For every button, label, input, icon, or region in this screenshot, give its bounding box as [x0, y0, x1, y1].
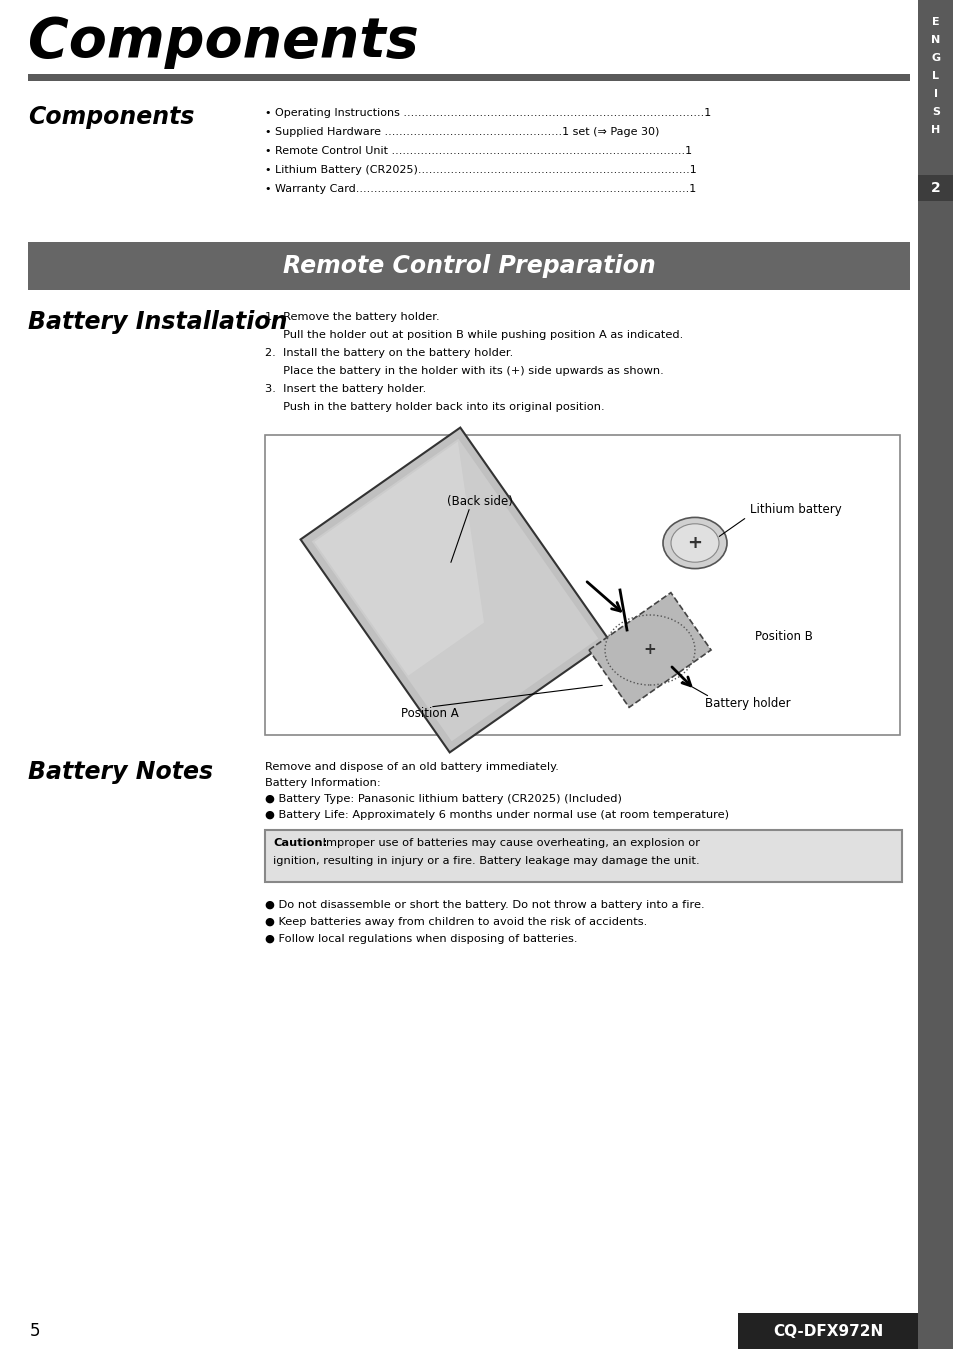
Text: Battery Information:: Battery Information: [265, 778, 380, 788]
Text: Battery Notes: Battery Notes [28, 759, 213, 784]
Text: G: G [930, 53, 940, 63]
Text: ● Keep batteries away from children to avoid the risk of accidents.: ● Keep batteries away from children to a… [265, 917, 646, 927]
FancyBboxPatch shape [738, 1313, 917, 1349]
Text: H: H [930, 125, 940, 135]
Text: • Remote Control Unit ..........................................................: • Remote Control Unit ..................… [265, 146, 691, 156]
Text: Remove and dispose of an old battery immediately.: Remove and dispose of an old battery imm… [265, 762, 558, 772]
Text: Battery holder: Battery holder [704, 697, 790, 710]
Text: Position A: Position A [400, 707, 458, 720]
FancyBboxPatch shape [917, 175, 953, 201]
Text: Lithium battery: Lithium battery [749, 503, 841, 517]
FancyBboxPatch shape [917, 0, 953, 1349]
Polygon shape [300, 428, 609, 753]
Text: Battery Installation: Battery Installation [28, 310, 287, 335]
Ellipse shape [670, 523, 719, 563]
Text: ● Battery Life: Approximately 6 months under normal use (at room temperature): ● Battery Life: Approximately 6 months u… [265, 809, 728, 820]
Text: 5: 5 [30, 1322, 40, 1340]
Text: ● Battery Type: Panasonic lithium battery (CR2025) (Included): ● Battery Type: Panasonic lithium batter… [265, 795, 621, 804]
Text: • Supplied Hardware .................................................1 set (⇒ Pa: • Supplied Hardware ....................… [265, 127, 659, 138]
Text: +: + [687, 534, 701, 552]
FancyBboxPatch shape [28, 241, 909, 290]
Text: Pull the holder out at position B while pushing position A as indicated.: Pull the holder out at position B while … [265, 331, 682, 340]
FancyBboxPatch shape [265, 830, 901, 882]
Polygon shape [314, 441, 483, 676]
Text: S: S [931, 107, 939, 117]
Text: Components: Components [28, 105, 194, 130]
Text: Remote Control Preparation: Remote Control Preparation [282, 254, 655, 278]
Text: • Operating Instructions .......................................................: • Operating Instructions ...............… [265, 108, 711, 117]
Text: Position B: Position B [754, 630, 812, 643]
Text: Components: Components [28, 15, 418, 69]
FancyBboxPatch shape [28, 74, 909, 81]
Text: ● Follow local regulations when disposing of batteries.: ● Follow local regulations when disposin… [265, 934, 577, 944]
Text: N: N [930, 35, 940, 45]
Text: ● Do not disassemble or short the battery. Do not throw a battery into a fire.: ● Do not disassemble or short the batter… [265, 900, 704, 911]
Text: • Lithium Battery (CR2025)......................................................: • Lithium Battery (CR2025)..............… [265, 165, 696, 175]
Text: 1.  Remove the battery holder.: 1. Remove the battery holder. [265, 312, 439, 322]
Text: Improper use of batteries may cause overheating, an explosion or: Improper use of batteries may cause over… [318, 838, 700, 849]
Text: Place the battery in the holder with its (+) side upwards as shown.: Place the battery in the holder with its… [265, 366, 663, 376]
Polygon shape [588, 592, 710, 707]
Ellipse shape [662, 518, 726, 568]
Text: E: E [931, 18, 939, 27]
Text: 3.  Insert the battery holder.: 3. Insert the battery holder. [265, 384, 426, 394]
FancyBboxPatch shape [265, 434, 899, 735]
Text: 2.  Install the battery on the battery holder.: 2. Install the battery on the battery ho… [265, 348, 513, 357]
Text: • Warranty Card.................................................................: • Warranty Card.........................… [265, 183, 696, 194]
Polygon shape [312, 438, 598, 741]
Text: L: L [931, 71, 939, 81]
Text: +: + [643, 642, 656, 657]
Text: 2: 2 [930, 181, 940, 196]
Text: ignition, resulting in injury or a fire. Battery leakage may damage the unit.: ignition, resulting in injury or a fire.… [273, 857, 699, 866]
Text: Caution:: Caution: [273, 838, 327, 849]
Text: (Back side): (Back side) [447, 495, 513, 509]
Text: Push in the battery holder back into its original position.: Push in the battery holder back into its… [265, 402, 604, 411]
Text: I: I [933, 89, 937, 98]
Text: CQ-DFX972N: CQ-DFX972N [772, 1323, 882, 1338]
